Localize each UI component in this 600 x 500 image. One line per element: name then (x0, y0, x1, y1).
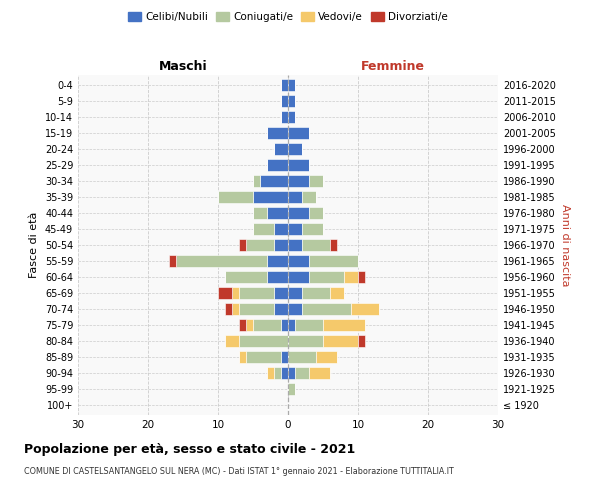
Bar (330, 239, 337, 251)
Bar (302, 191, 316, 203)
Bar (288, 207, 309, 219)
Bar (295, 319, 323, 331)
Bar (232, 303, 239, 315)
Bar (281, 368, 288, 380)
Bar (295, 368, 309, 380)
Bar (351, 303, 379, 315)
Bar (281, 110, 288, 122)
Bar (246, 351, 281, 364)
Bar (323, 319, 365, 331)
Y-axis label: Fasce di età: Fasce di età (29, 212, 39, 278)
Bar (218, 191, 253, 203)
Bar (274, 143, 288, 155)
Text: COMUNE DI CASTELSANTANGELO SUL NERA (MC) - Dati ISTAT 1° gennaio 2021 - Elaboraz: COMUNE DI CASTELSANTANGELO SUL NERA (MC)… (24, 468, 454, 476)
Bar (288, 287, 302, 299)
Bar (344, 271, 358, 283)
Bar (288, 159, 309, 171)
Bar (309, 271, 344, 283)
Text: Maschi: Maschi (158, 60, 208, 72)
Bar (309, 255, 358, 267)
Text: Popolazione per età, sesso e stato civile - 2021: Popolazione per età, sesso e stato civil… (24, 442, 355, 456)
Bar (302, 303, 351, 315)
Bar (288, 94, 295, 106)
Bar (281, 94, 288, 106)
Bar (288, 351, 316, 364)
Bar (288, 319, 295, 331)
Bar (288, 191, 302, 203)
Bar (225, 303, 232, 315)
Bar (253, 191, 288, 203)
Bar (330, 287, 344, 299)
Bar (239, 303, 274, 315)
Bar (232, 287, 239, 299)
Bar (288, 303, 302, 315)
Bar (358, 335, 365, 347)
Bar (288, 223, 302, 235)
Bar (309, 368, 330, 380)
Bar (288, 368, 295, 380)
Bar (281, 351, 288, 364)
Y-axis label: Anni di nascita: Anni di nascita (560, 204, 569, 286)
Legend: Celibi/Nubili, Coniugati/e, Vedovi/e, Divorziati/e: Celibi/Nubili, Coniugati/e, Vedovi/e, Di… (124, 8, 452, 26)
Bar (253, 223, 274, 235)
Bar (316, 351, 337, 364)
Bar (274, 287, 288, 299)
Bar (281, 78, 288, 90)
Bar (288, 175, 309, 187)
Bar (323, 335, 358, 347)
Bar (267, 255, 288, 267)
Bar (267, 368, 274, 380)
Bar (253, 207, 267, 219)
Bar (218, 287, 232, 299)
Bar (288, 110, 295, 122)
Bar (274, 239, 288, 251)
Bar (288, 335, 323, 347)
Bar (239, 335, 288, 347)
Bar (274, 223, 288, 235)
Bar (267, 126, 288, 138)
Bar (176, 255, 267, 267)
Bar (267, 159, 288, 171)
Bar (253, 175, 260, 187)
Bar (225, 271, 267, 283)
Bar (281, 319, 288, 331)
Bar (274, 368, 281, 380)
Bar (309, 175, 323, 187)
Bar (274, 303, 288, 315)
Text: Femmine: Femmine (361, 60, 425, 72)
Bar (246, 319, 253, 331)
Bar (246, 239, 274, 251)
Bar (267, 207, 288, 219)
Bar (169, 255, 176, 267)
Bar (288, 78, 295, 90)
Bar (288, 384, 295, 396)
Bar (225, 335, 239, 347)
Bar (288, 239, 302, 251)
Bar (288, 255, 309, 267)
Bar (267, 271, 288, 283)
Bar (239, 351, 246, 364)
Bar (288, 271, 309, 283)
Bar (288, 126, 309, 138)
Bar (239, 319, 246, 331)
Bar (302, 223, 323, 235)
Bar (288, 143, 302, 155)
Bar (309, 207, 323, 219)
Bar (239, 287, 274, 299)
Bar (260, 175, 288, 187)
Bar (253, 319, 281, 331)
Bar (302, 287, 330, 299)
Bar (239, 239, 246, 251)
Bar (358, 271, 365, 283)
Bar (302, 239, 330, 251)
